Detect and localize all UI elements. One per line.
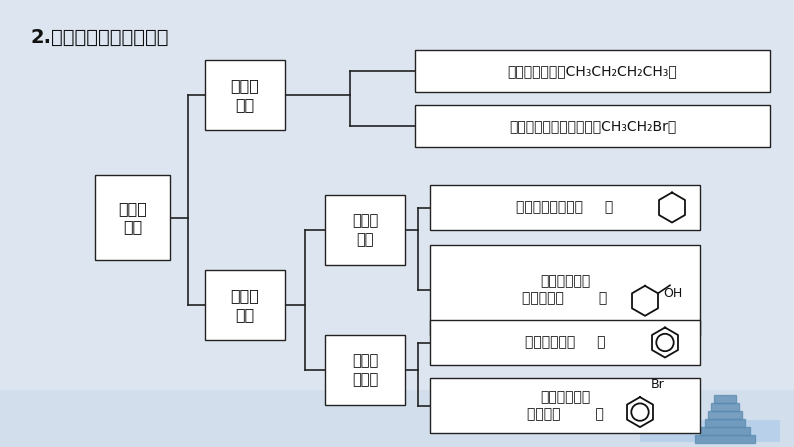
FancyBboxPatch shape (205, 60, 285, 130)
Text: 链状化
合物: 链状化 合物 (230, 78, 260, 112)
Bar (0, 390, 794, 447)
FancyBboxPatch shape (430, 185, 700, 230)
Bar (705, 419, 745, 427)
Text: 脂肪烃（如丁烷CH₃CH₂CH₂CH₃）: 脂肪烃（如丁烷CH₃CH₂CH₂CH₃） (507, 64, 677, 78)
FancyBboxPatch shape (430, 378, 700, 433)
Text: 脂环烃（如环己烷     ）: 脂环烃（如环己烷 ） (516, 201, 614, 215)
Text: 脂环烃衍生物
（如环己醇        ）: 脂环烃衍生物 （如环己醇 ） (522, 274, 607, 306)
FancyBboxPatch shape (205, 270, 285, 340)
FancyBboxPatch shape (415, 105, 770, 147)
Bar (695, 435, 755, 443)
Bar (640, 420, 780, 442)
FancyBboxPatch shape (325, 335, 405, 405)
Text: 芳香烃衍生物
（如溴苯        ）: 芳香烃衍生物 （如溴苯 ） (526, 390, 603, 421)
Text: 芳香烃（如苯     ）: 芳香烃（如苯 ） (525, 336, 605, 350)
Text: 有机化
合物: 有机化 合物 (118, 201, 147, 234)
Bar (711, 403, 739, 411)
Text: 芳香族
化合物: 芳香族 化合物 (352, 353, 378, 387)
Text: 环状化
合物: 环状化 合物 (230, 288, 260, 322)
FancyBboxPatch shape (415, 50, 770, 92)
Text: 2.根据分子中碳骨架分类: 2.根据分子中碳骨架分类 (30, 28, 168, 47)
FancyBboxPatch shape (325, 195, 405, 265)
Bar (700, 427, 750, 435)
Bar (708, 411, 742, 419)
FancyBboxPatch shape (430, 245, 700, 335)
Text: Br: Br (650, 378, 665, 391)
FancyBboxPatch shape (430, 320, 700, 365)
Text: 脂环化
合物: 脂环化 合物 (352, 213, 378, 247)
FancyBboxPatch shape (95, 175, 170, 260)
Text: 脂肪烃衍生物（如溴乙烷CH₃CH₂Br）: 脂肪烃衍生物（如溴乙烷CH₃CH₂Br） (509, 119, 676, 133)
Bar (714, 395, 736, 403)
Text: OH: OH (663, 287, 682, 300)
